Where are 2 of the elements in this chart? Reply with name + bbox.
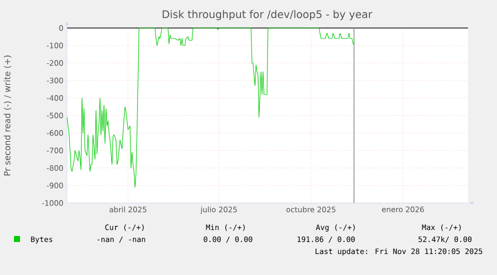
chart-title: Disk throughput for /dev/loop5 - by year [162, 10, 372, 20]
y-axis-title: Pr second read (-) / write (+) [4, 56, 12, 176]
